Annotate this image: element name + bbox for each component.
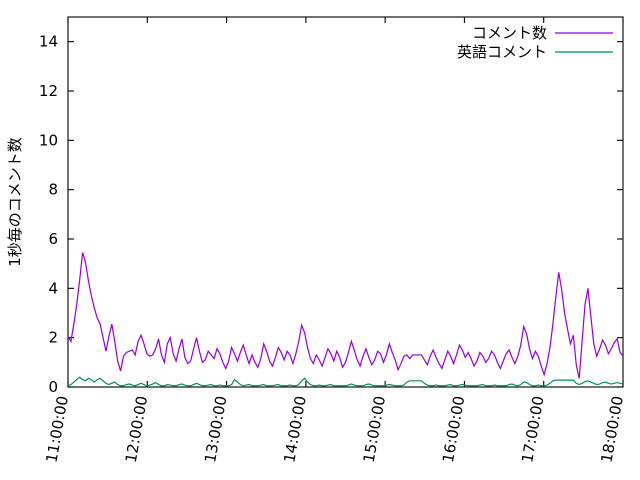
series-line-2 [67, 376, 624, 387]
y-tick-label: 14 [39, 33, 58, 51]
y-tick-label: 0 [48, 378, 58, 396]
plot-border [67, 16, 624, 388]
y-tick-label: 2 [48, 329, 58, 347]
y-tick-label: 8 [48, 181, 58, 199]
y-tick-label: 12 [39, 82, 58, 100]
plot-frame [67, 16, 624, 388]
y-tick-label: 6 [48, 230, 58, 248]
y-tick-label: 10 [39, 131, 58, 149]
legend-label-1: コメント数 [472, 24, 547, 42]
series-line-1 [67, 252, 624, 379]
data-series [67, 252, 624, 387]
y-axis-label: 1秒毎のコメント数 [6, 137, 24, 267]
y-axis-ticks: 0 2 4 6 8 10 12 14 [39, 33, 623, 396]
legend-label-2: 英語コメント [457, 43, 547, 61]
y-tick-label: 4 [48, 279, 58, 297]
y-axis-title: 1秒毎のコメント数 [6, 137, 24, 267]
